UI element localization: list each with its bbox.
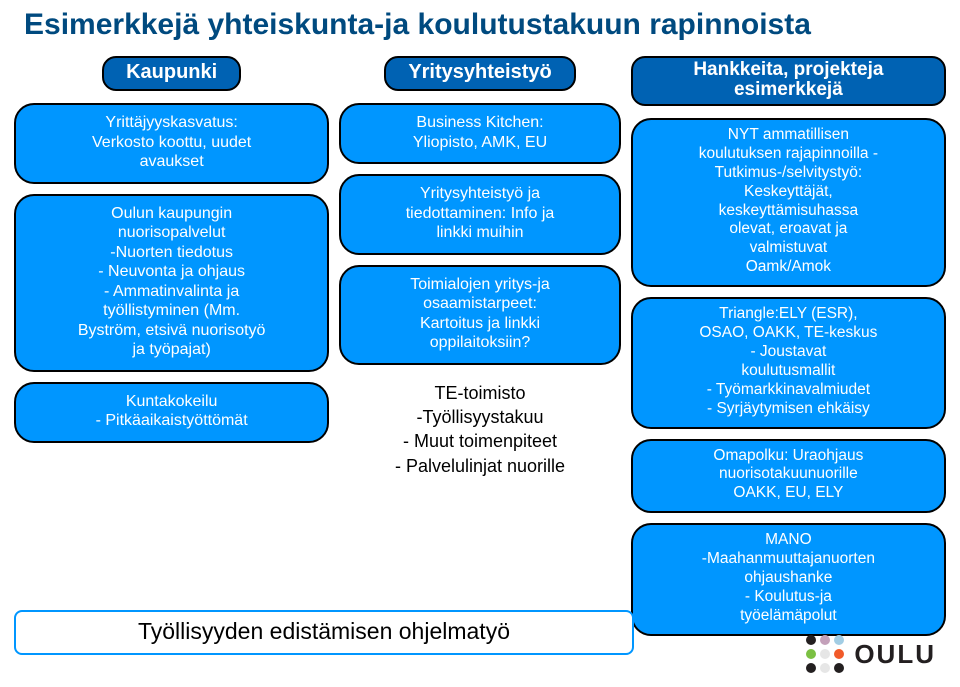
bubble-youth-services: Oulun kaupungin nuorisopalvelut -Nuorten… [14,194,329,372]
logo-dot [806,635,816,645]
col-projects: Hankkeita, projekteja esimerkkejä NYT am… [631,56,946,636]
logo-dot [834,663,844,673]
columns: Kaupunki Yrittäjyyskasvatus: Verkosto ko… [14,56,946,636]
col-city: Kaupunki Yrittäjyyskasvatus: Verkosto ko… [14,56,329,636]
box-te-office: TE-toimisto -Työllisyystakuu - Muut toim… [395,381,565,478]
bubble-municipal-trial: Kuntakokeilu - Pitkäaikaistyöttömät [14,382,329,443]
logo-dot [820,663,830,673]
bubble-business-info: Yritysyhteistyö ja tiedottaminen: Info j… [339,174,620,255]
page-title: Esimerkkejä yhteiskunta-ja koulutustakuu… [24,8,811,42]
footer-programme-box: Työllisyyden edistämisen ohjelmatyö [14,610,634,655]
col-business: Yritysyhteistyö Business Kitchen: Yliopi… [339,56,620,636]
bubble-triangle-ely: Triangle:ELY (ESR), OSAO, OAKK, TE-kesku… [631,297,946,428]
logo-dot [806,663,816,673]
col-projects-header: Hankkeita, projekteja esimerkkejä [631,56,946,106]
logo-dot [834,635,844,645]
bubble-entrepreneurship-edu: Yrittäjyyskasvatus: Verkosto koottu, uud… [14,103,329,184]
logo-oulu: OULU [806,635,936,673]
logo-dot [806,649,816,659]
bubble-industry-needs: Toimialojen yritys-ja osaamistarpeet: Ka… [339,265,620,365]
bubble-mano: MANO -Maahanmuuttajanuorten ohjaushanke … [631,523,946,636]
logo-dot [820,649,830,659]
logo-dot [820,635,830,645]
logo-dots-icon [806,635,844,673]
bubble-nyt-research: NYT ammatillisen koulutuksen rajapinnoil… [631,118,946,287]
logo-text: OULU [854,639,936,670]
diagram-page: Esimerkkejä yhteiskunta-ja koulutustakuu… [0,0,960,687]
col-business-header: Yritysyhteistyö [384,56,575,91]
bubble-omapolku: Omapolku: Uraohjaus nuorisotakuunuorille… [631,439,946,514]
logo-dot [834,649,844,659]
col-city-header: Kaupunki [102,56,241,91]
bubble-business-kitchen: Business Kitchen: Yliopisto, AMK, EU [339,103,620,164]
